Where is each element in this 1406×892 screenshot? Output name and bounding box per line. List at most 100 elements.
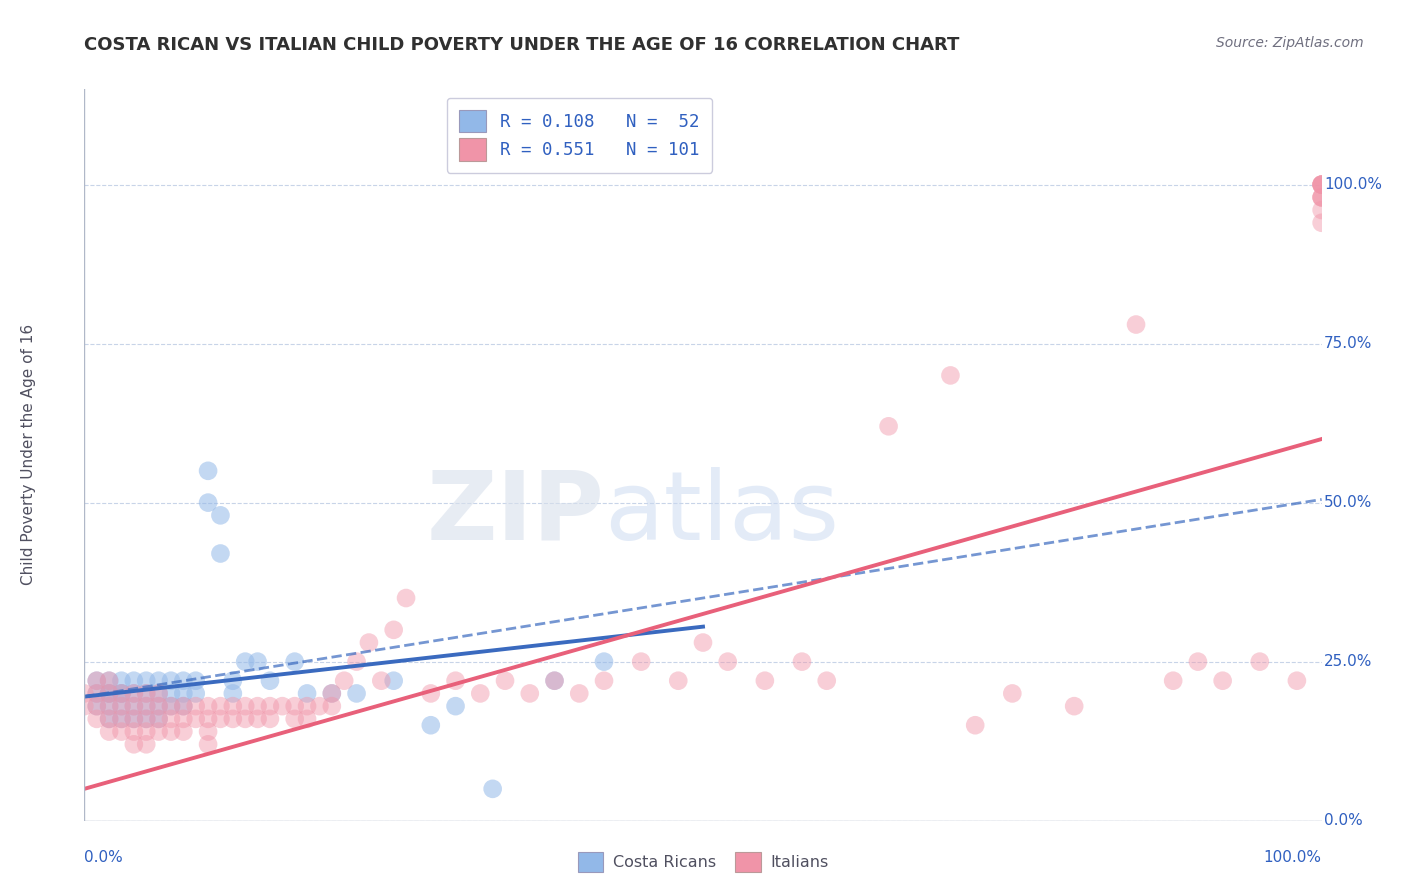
- Point: [122, 699, 145, 714]
- Point: [666, 673, 689, 688]
- Point: [357, 635, 380, 649]
- Point: [197, 495, 219, 509]
- Point: [222, 673, 245, 688]
- Point: [98, 686, 121, 700]
- Point: [172, 699, 194, 714]
- Point: [122, 724, 145, 739]
- Point: [1285, 673, 1308, 688]
- Point: [135, 724, 157, 739]
- Point: [148, 712, 170, 726]
- Point: [754, 673, 776, 688]
- Point: [110, 724, 132, 739]
- Point: [246, 699, 269, 714]
- Point: [135, 686, 157, 700]
- Point: [1063, 699, 1085, 714]
- Point: [346, 686, 368, 700]
- Point: [172, 712, 194, 726]
- Point: [98, 699, 121, 714]
- Point: [110, 712, 132, 726]
- Point: [98, 673, 121, 688]
- Point: [382, 673, 405, 688]
- Point: [815, 673, 838, 688]
- Point: [184, 712, 207, 726]
- Point: [259, 699, 281, 714]
- Point: [122, 699, 145, 714]
- Point: [184, 699, 207, 714]
- Point: [1310, 178, 1333, 192]
- Point: [1310, 216, 1333, 230]
- Point: [419, 686, 441, 700]
- Point: [222, 686, 245, 700]
- Point: [86, 673, 108, 688]
- Point: [259, 712, 281, 726]
- Point: [692, 635, 714, 649]
- Point: [73, 686, 96, 700]
- Point: [1310, 178, 1333, 192]
- Point: [122, 673, 145, 688]
- Point: [1001, 686, 1024, 700]
- Point: [148, 712, 170, 726]
- Text: 50.0%: 50.0%: [1324, 495, 1372, 510]
- Point: [295, 699, 318, 714]
- Point: [1187, 655, 1209, 669]
- Point: [148, 673, 170, 688]
- Point: [1125, 318, 1147, 332]
- Point: [110, 686, 132, 700]
- Point: [160, 712, 183, 726]
- Point: [1310, 178, 1333, 192]
- Point: [197, 712, 219, 726]
- Point: [197, 699, 219, 714]
- Point: [86, 699, 108, 714]
- Point: [790, 655, 813, 669]
- Point: [246, 655, 269, 669]
- Point: [122, 686, 145, 700]
- Point: [135, 712, 157, 726]
- Point: [110, 699, 132, 714]
- Legend: Costa Ricans, Italians: Costa Ricans, Italians: [571, 846, 835, 879]
- Point: [543, 673, 565, 688]
- Point: [209, 508, 232, 523]
- Point: [1249, 655, 1271, 669]
- Point: [98, 712, 121, 726]
- Point: [419, 718, 441, 732]
- Point: [148, 699, 170, 714]
- Text: 75.0%: 75.0%: [1324, 336, 1372, 351]
- Point: [630, 655, 652, 669]
- Point: [233, 699, 256, 714]
- Text: 100.0%: 100.0%: [1324, 178, 1382, 192]
- Point: [135, 686, 157, 700]
- Point: [86, 673, 108, 688]
- Point: [98, 686, 121, 700]
- Point: [110, 699, 132, 714]
- Point: [395, 591, 418, 605]
- Point: [135, 712, 157, 726]
- Point: [246, 712, 269, 726]
- Point: [593, 673, 616, 688]
- Text: 100.0%: 100.0%: [1264, 850, 1322, 865]
- Point: [308, 699, 330, 714]
- Point: [321, 686, 343, 700]
- Point: [122, 712, 145, 726]
- Point: [86, 712, 108, 726]
- Point: [481, 781, 503, 796]
- Point: [1310, 190, 1333, 204]
- Point: [209, 699, 232, 714]
- Point: [284, 699, 307, 714]
- Point: [259, 673, 281, 688]
- Point: [148, 699, 170, 714]
- Point: [160, 686, 183, 700]
- Point: [494, 673, 516, 688]
- Point: [209, 712, 232, 726]
- Point: [184, 673, 207, 688]
- Point: [1310, 190, 1333, 204]
- Point: [519, 686, 541, 700]
- Point: [444, 699, 467, 714]
- Point: [593, 655, 616, 669]
- Text: COSTA RICAN VS ITALIAN CHILD POVERTY UNDER THE AGE OF 16 CORRELATION CHART: COSTA RICAN VS ITALIAN CHILD POVERTY UND…: [84, 36, 960, 54]
- Point: [148, 686, 170, 700]
- Point: [135, 673, 157, 688]
- Point: [346, 655, 368, 669]
- Point: [110, 686, 132, 700]
- Point: [470, 686, 492, 700]
- Point: [98, 699, 121, 714]
